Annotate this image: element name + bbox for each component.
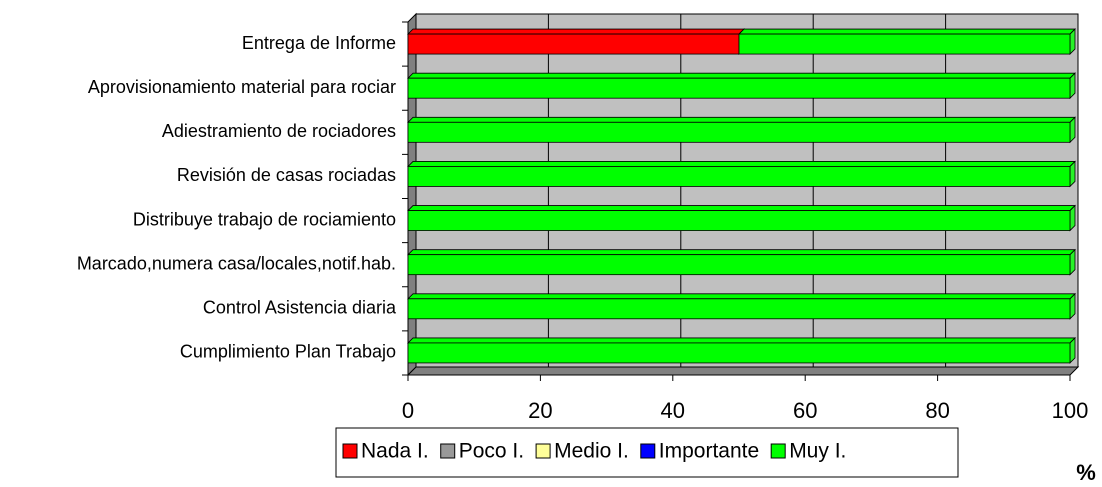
bar-top [407,293,1076,300]
bar [407,210,1071,231]
legend-swatch [535,443,551,459]
x-tick-label: 0 [402,398,414,423]
legend-label: Muy I. [789,440,846,463]
bar-top [407,72,1076,79]
bar-group [407,248,1076,276]
bar-group [407,160,1076,188]
bar-group [407,204,1076,232]
bar-side [1069,248,1076,276]
bar-top [407,116,1076,123]
bar-top [738,28,1076,35]
legend-swatch [342,443,358,459]
x-tick-label: 60 [793,398,817,423]
bar [407,121,1071,143]
bar-group [407,116,1076,144]
y-tick-label: Control Asistencia diaria [203,298,397,318]
bar-top [407,161,1076,167]
y-tick-label: Revisión de casas rociadas [177,165,396,185]
y-tick-label: Marcado,numera casa/locales,notif.hab. [77,253,396,273]
bar-group [407,292,1076,320]
bar [407,342,1071,364]
y-tick-label: Cumplimiento Plan Trabajo [180,342,396,362]
legend-label: Medio I. [554,440,629,463]
legend-label: Importante [659,440,759,463]
y-tick-label: Distribuye trabajo de rociamiento [133,209,396,229]
bar-side [1069,116,1076,144]
legend-label: Nada I. [361,440,429,463]
legend-label: Poco I. [459,440,524,463]
bar-group [407,28,745,56]
bar [407,77,1071,99]
bar-side [1069,336,1076,364]
bar-side [1069,72,1076,100]
bar-side [1069,160,1076,188]
bar-group [407,336,1076,364]
x-tick-label: 20 [528,398,552,423]
legend-swatch [770,443,786,459]
bar-group [738,28,1076,56]
x-tick-label: 100 [1052,398,1089,423]
y-tick-label: Adiestramiento de rociadores [162,121,396,141]
bar-side [1069,28,1076,56]
bar-top [407,249,1076,256]
bar-side [1069,204,1076,232]
legend-swatch [440,443,456,459]
bar-top [407,205,1076,211]
bar [407,254,1071,276]
y-tick-label: Entrega de Informe [242,33,396,53]
bar-top [407,337,1076,344]
y-tick-label: Aprovisionamiento material para rociar [88,77,396,97]
bar-top [407,28,745,35]
legend-swatch [640,443,656,459]
bar-side [1069,292,1076,320]
bar [407,298,1071,320]
bar [738,33,1071,55]
x-tick-label: 80 [925,398,949,423]
floor [406,366,1080,376]
bar [407,166,1071,187]
x-axis-label: % [1076,460,1096,485]
bar-group [407,72,1076,100]
bar [407,33,740,55]
side-wall [407,12,417,377]
x-tick-label: 40 [661,398,685,423]
